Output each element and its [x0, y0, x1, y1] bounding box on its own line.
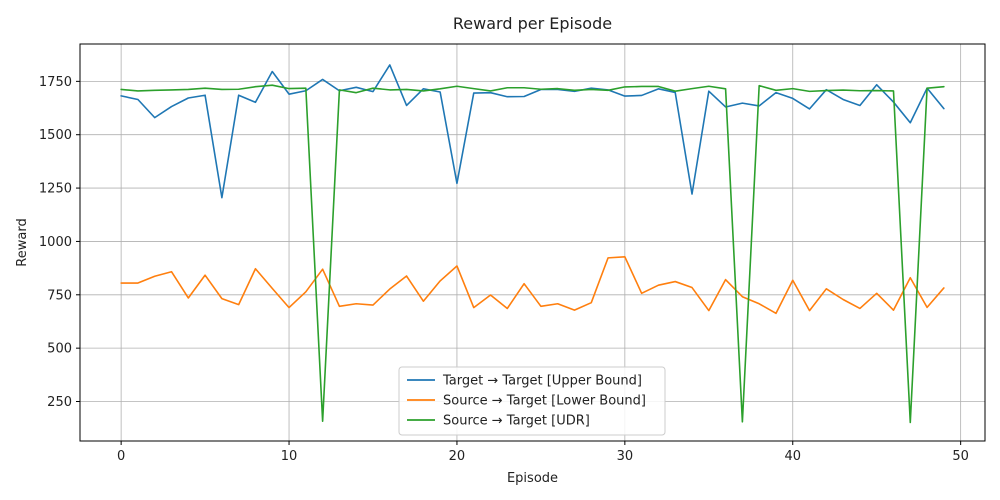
legend-box — [398, 366, 666, 436]
y-tick-label: 500 — [47, 342, 72, 357]
x-tick-label: 20 — [449, 449, 466, 464]
y-tick-label: 1250 — [39, 182, 72, 197]
y-tick-label: 250 — [47, 395, 72, 410]
y-tick-label: 1000 — [39, 235, 72, 250]
y-axis-label: Reward — [15, 218, 30, 266]
plot-frame — [79, 43, 986, 442]
y-tick-label: 1750 — [39, 75, 72, 90]
x-tick-label: 0 — [117, 449, 125, 464]
series-line-1 — [120, 255, 945, 315]
chart-title: Reward per Episode — [453, 14, 612, 33]
x-tick-label: 30 — [617, 449, 634, 464]
series-line-0 — [120, 64, 945, 199]
x-tick-label: 50 — [952, 449, 969, 464]
series-layer — [120, 64, 945, 424]
x-tick-label: 10 — [281, 449, 298, 464]
tick-layer: 0 10 20 30 40 50 250 500 750 1000 1250 1500 1750 — [39, 75, 969, 464]
y-tick-label: 750 — [47, 288, 72, 303]
series-line-2 — [120, 84, 945, 424]
x-axis-label: Episode — [507, 471, 558, 486]
legend-label-2: Source → Target [UDR] — [443, 414, 590, 429]
legend-label-1: Source → Target [Lower Bound] — [443, 394, 646, 409]
y-tick-label: 1500 — [39, 128, 72, 143]
legend: Target → Target [Upper Bound] Source → Ta… — [398, 366, 666, 436]
legend-label-0: Target → Target [Upper Bound] — [442, 374, 642, 389]
x-tick-label: 40 — [784, 449, 801, 464]
grid-layer — [80, 44, 985, 441]
